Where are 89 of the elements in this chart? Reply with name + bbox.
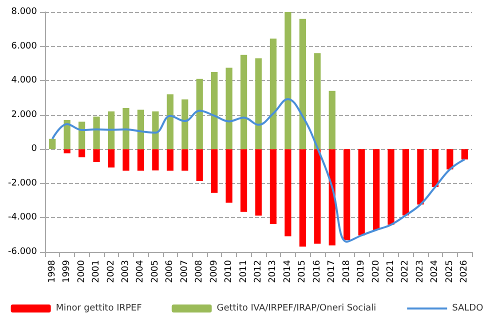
x-tick-label: 2016 <box>312 260 322 283</box>
legend-label: Minor gettito IRPEF <box>56 304 142 314</box>
bar <box>93 149 100 162</box>
bar <box>270 38 277 150</box>
bar <box>226 68 232 150</box>
bar <box>152 111 159 150</box>
bar <box>211 72 218 150</box>
bar <box>255 149 262 216</box>
x-tick-label: 2005 <box>150 260 160 283</box>
bar <box>122 149 130 171</box>
x-tick-label: 2020 <box>371 260 382 283</box>
bar <box>417 149 424 205</box>
bar <box>284 12 292 150</box>
bar <box>64 149 70 154</box>
legend-label: SALDO <box>452 304 484 314</box>
x-tick-label: 2002 <box>106 260 116 283</box>
x-tick-label: 2000 <box>76 260 87 283</box>
x-tick-label: 2010 <box>224 260 234 283</box>
bar <box>240 149 248 212</box>
x-tick-label: 2022 <box>400 260 411 283</box>
bar <box>388 149 394 225</box>
x-tick-label: 2013 <box>268 260 278 283</box>
x-tick-label: 2018 <box>342 260 352 283</box>
x-tick-label: 2024 <box>430 260 440 283</box>
bar <box>328 149 336 246</box>
bar <box>314 53 321 150</box>
bar <box>446 149 454 170</box>
x-tick-label: 2003 <box>120 260 131 283</box>
bar <box>432 149 439 188</box>
bar <box>299 149 306 247</box>
x-tick-label: 2015 <box>298 260 308 283</box>
bar <box>108 111 115 150</box>
y-tick-label: -6.000 <box>8 247 38 257</box>
bar <box>270 149 277 224</box>
x-tick-label: 2025 <box>444 260 455 283</box>
y-tick-label: 0 <box>31 144 38 154</box>
bar <box>211 149 218 193</box>
bar <box>344 149 350 240</box>
bar <box>402 149 410 216</box>
y-tick-label: 6.000 <box>11 41 38 52</box>
bar <box>461 149 468 160</box>
bar <box>240 54 248 150</box>
x-tick-label: 2021 <box>386 260 396 283</box>
bar <box>108 149 115 168</box>
x-tick-label: 2006 <box>165 260 176 283</box>
bar <box>196 149 203 182</box>
bar <box>182 149 188 171</box>
bar <box>152 149 159 170</box>
bar <box>226 149 232 203</box>
bar <box>255 58 262 150</box>
x-tick-label: 2017 <box>327 260 338 283</box>
x-tick-label: 1999 <box>62 260 72 283</box>
bar <box>64 120 70 150</box>
x-tick-label: 2008 <box>194 260 205 283</box>
bar <box>358 149 365 236</box>
bar <box>122 108 130 150</box>
legend-label: Gettito IVA/IRPEF/IRAP/Oneri Sociali <box>216 304 376 314</box>
bar <box>314 149 321 244</box>
x-tick-label: 2019 <box>356 260 367 283</box>
x-tick-label: 2014 <box>282 260 293 283</box>
bar <box>182 99 188 150</box>
line-series <box>51 98 466 243</box>
bar <box>328 90 336 150</box>
y-tick-label: 8.000 <box>11 7 38 17</box>
y-tick-label: -2.000 <box>8 178 38 188</box>
bar <box>137 110 144 150</box>
x-tick-label: 2011 <box>238 260 249 283</box>
x-tick-label: 2001 <box>92 260 102 283</box>
bar <box>78 149 86 158</box>
y-tick-label: 4.000 <box>11 76 38 86</box>
x-tick-label: 2012 <box>254 260 264 283</box>
bar <box>49 138 56 150</box>
bar <box>137 149 144 171</box>
x-tick-label: 2023 <box>415 260 426 283</box>
bar <box>196 78 203 150</box>
x-tick-label: 2009 <box>209 260 220 283</box>
bar <box>284 149 292 236</box>
x-tick-label: 1998 <box>47 260 58 283</box>
bar <box>78 122 86 150</box>
x-tick-label: 2004 <box>136 260 146 283</box>
x-tick-label: 2007 <box>180 260 190 283</box>
bar <box>166 94 174 150</box>
y-tick-label: 2.000 <box>11 110 38 120</box>
bar <box>166 149 174 171</box>
x-tick-label: 2026 <box>460 260 470 283</box>
bar <box>372 149 380 230</box>
bar <box>93 116 100 150</box>
y-tick-label: -4.000 <box>8 212 38 223</box>
bar <box>299 18 306 150</box>
